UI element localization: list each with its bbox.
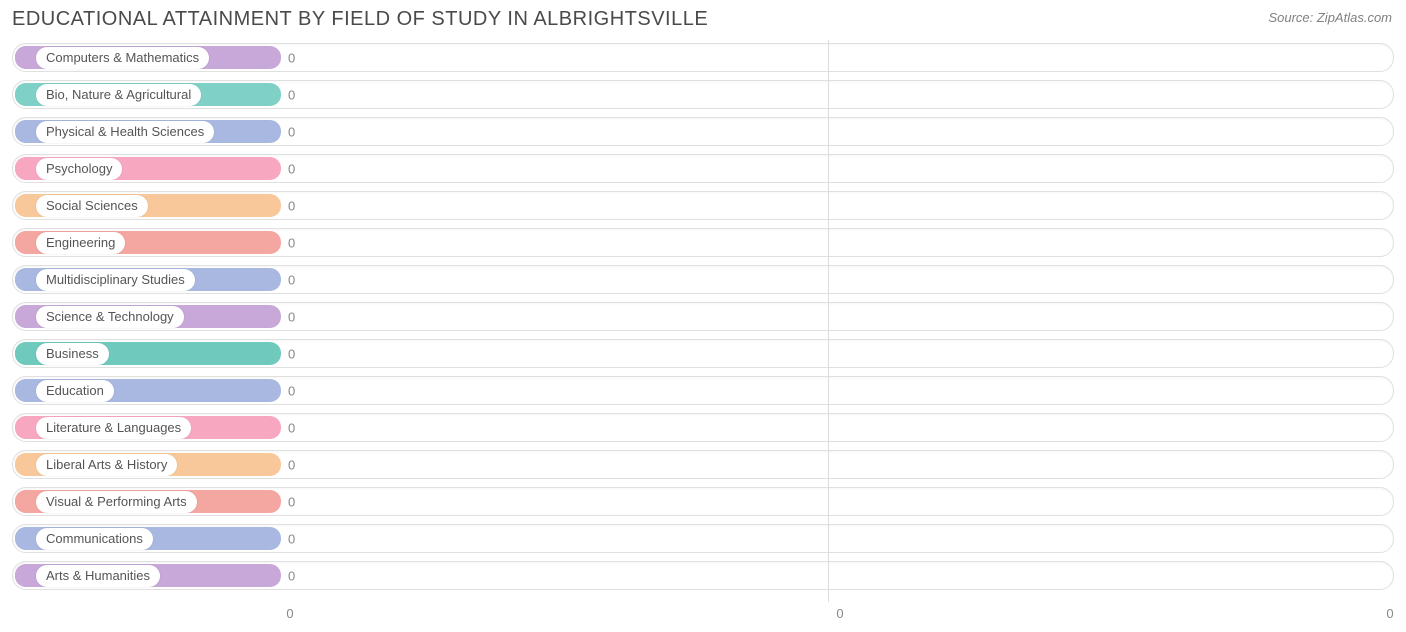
bar-row: Arts & Humanities 0 bbox=[12, 561, 1394, 590]
bar-label: Psychology bbox=[36, 158, 122, 180]
bar-cap-icon bbox=[15, 157, 37, 180]
gridline bbox=[828, 40, 829, 602]
plot-area: Computers & Mathematics0Bio, Nature & Ag… bbox=[12, 43, 1394, 603]
bar-label: Multidisciplinary Studies bbox=[36, 269, 195, 291]
bar-label: Computers & Mathematics bbox=[36, 47, 209, 69]
bar-row: Visual & Performing Arts 0 bbox=[12, 487, 1394, 516]
chart-container: EDUCATIONAL ATTAINMENT BY FIELD OF STUDY… bbox=[0, 0, 1406, 632]
bar-label: Engineering bbox=[36, 232, 125, 254]
bar-value: 0 bbox=[288, 420, 295, 435]
bar-label: Education bbox=[36, 380, 114, 402]
bar-row: Business 0 bbox=[12, 339, 1394, 368]
bar-row: Engineering 0 bbox=[12, 228, 1394, 257]
bar-value: 0 bbox=[288, 346, 295, 361]
bar-value: 0 bbox=[288, 309, 295, 324]
bar-cap-icon bbox=[15, 231, 37, 254]
bar-row: Liberal Arts & History 0 bbox=[12, 450, 1394, 479]
bar-value: 0 bbox=[288, 568, 295, 583]
bar-label: Science & Technology bbox=[36, 306, 184, 328]
bar-cap-icon bbox=[15, 527, 37, 550]
x-tick-label: 0 bbox=[1386, 606, 1393, 621]
chart-title: EDUCATIONAL ATTAINMENT BY FIELD OF STUDY… bbox=[12, 8, 1394, 31]
bar-value: 0 bbox=[288, 494, 295, 509]
bar-label: Physical & Health Sciences bbox=[36, 121, 214, 143]
bar-value: 0 bbox=[288, 161, 295, 176]
bar-row: Physical & Health Sciences 0 bbox=[12, 117, 1394, 146]
bar-cap-icon bbox=[15, 194, 37, 217]
bar-label: Communications bbox=[36, 528, 153, 550]
bar-row: Communications 0 bbox=[12, 524, 1394, 553]
bar-label: Business bbox=[36, 343, 109, 365]
bar-cap-icon bbox=[15, 305, 37, 328]
bar-cap-icon bbox=[15, 268, 37, 291]
bar-cap-icon bbox=[15, 453, 37, 476]
bar-row: Computers & Mathematics 0 bbox=[12, 43, 1394, 72]
bar-value: 0 bbox=[288, 383, 295, 398]
bar-label: Liberal Arts & History bbox=[36, 454, 177, 476]
bar-cap-icon bbox=[15, 416, 37, 439]
x-tick-label: 0 bbox=[286, 606, 293, 621]
bar-cap-icon bbox=[15, 120, 37, 143]
bar-label: Literature & Languages bbox=[36, 417, 191, 439]
bar-label: Social Sciences bbox=[36, 195, 148, 217]
bar-cap-icon bbox=[15, 490, 37, 513]
bar-value: 0 bbox=[288, 50, 295, 65]
bar-label: Arts & Humanities bbox=[36, 565, 160, 587]
bar-row: Multidisciplinary Studies 0 bbox=[12, 265, 1394, 294]
bar-cap-icon bbox=[15, 342, 37, 365]
bar-value: 0 bbox=[288, 124, 295, 139]
bar-cap-icon bbox=[15, 46, 37, 69]
bar-value: 0 bbox=[288, 272, 295, 287]
bar-label: Bio, Nature & Agricultural bbox=[36, 84, 201, 106]
bar-row: Psychology 0 bbox=[12, 154, 1394, 183]
bar-cap-icon bbox=[15, 564, 37, 587]
bar-row: Bio, Nature & Agricultural 0 bbox=[12, 80, 1394, 109]
x-axis: 0 0 0 bbox=[12, 606, 1394, 626]
bar-value: 0 bbox=[288, 457, 295, 472]
bar-value: 0 bbox=[288, 531, 295, 546]
bar-row: Social Sciences 0 bbox=[12, 191, 1394, 220]
bar-value: 0 bbox=[288, 198, 295, 213]
bar-value: 0 bbox=[288, 87, 295, 102]
bar-row: Science & Technology 0 bbox=[12, 302, 1394, 331]
bar-cap-icon bbox=[15, 83, 37, 106]
source-attribution: Source: ZipAtlas.com bbox=[1268, 10, 1392, 25]
bar-label: Visual & Performing Arts bbox=[36, 491, 197, 513]
bar-value: 0 bbox=[288, 235, 295, 250]
bar-row: Literature & Languages 0 bbox=[12, 413, 1394, 442]
bar-cap-icon bbox=[15, 379, 37, 402]
x-tick-label: 0 bbox=[836, 606, 843, 621]
bar-row: Education 0 bbox=[12, 376, 1394, 405]
